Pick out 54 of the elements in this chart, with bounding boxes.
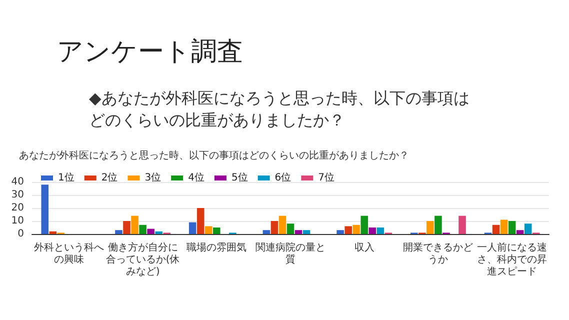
bar	[524, 224, 532, 234]
bar	[368, 228, 376, 234]
bar	[492, 224, 500, 234]
x-tick-label: 収入	[354, 242, 374, 254]
bar	[344, 226, 352, 234]
bar	[294, 230, 302, 234]
bar	[434, 216, 442, 234]
x-tick-label: 関連病院の量と質	[256, 242, 326, 266]
y-tick-label: 30	[11, 190, 24, 200]
bar	[139, 224, 146, 234]
bar	[286, 224, 294, 234]
x-tick-label: 働き方が自分に合っているか(休みなど)	[106, 242, 180, 278]
bar	[123, 221, 130, 234]
bar	[458, 216, 466, 234]
x-tick-label: 外科という科への興味	[34, 242, 104, 266]
y-tick-label: 20	[11, 202, 24, 214]
bar	[270, 221, 278, 234]
x-tick-label: 開業できるかどうか	[403, 242, 474, 266]
bar	[49, 231, 57, 234]
legend-label: 4位	[188, 172, 204, 184]
bar	[302, 230, 310, 234]
text: あなたが外科医になろうと思った時、以下の事項はどのくらいの比重がありましたか？	[19, 150, 409, 162]
bar	[352, 224, 360, 234]
bar	[500, 220, 508, 234]
legend-label: 5位	[231, 172, 248, 184]
bar	[508, 221, 516, 234]
legend-label: 2位	[101, 172, 118, 184]
chart-subtitle: ◆あなたが外科医になろうと思った時、以下の事項はどのくらいの比重がありましたか？	[89, 88, 470, 130]
chart-title: アンケート調査	[57, 37, 243, 67]
bar	[131, 216, 138, 234]
bar	[155, 231, 162, 234]
bar	[41, 184, 49, 234]
legend-label: 7位	[318, 172, 335, 184]
legend-label: 3位	[144, 172, 162, 184]
y-tick-label: 10	[11, 216, 24, 226]
bar	[426, 221, 434, 234]
legend-label: 1位	[58, 172, 74, 184]
bar	[278, 216, 286, 234]
bar	[188, 222, 196, 234]
bar	[376, 228, 384, 234]
bar	[147, 228, 154, 234]
y-tick-label: 0	[18, 228, 24, 240]
x-tick-label: 一人前になる速さ、科内での昇進スピード	[477, 242, 548, 278]
bar	[360, 216, 368, 234]
y-tick-label: 40	[11, 176, 24, 188]
x-tick-label: 職場の雰囲気	[186, 242, 247, 254]
bar	[516, 230, 524, 234]
legend-label: 6位	[274, 172, 292, 184]
bar	[336, 230, 344, 234]
bar	[196, 208, 204, 234]
bar	[115, 230, 122, 234]
bar	[213, 228, 220, 234]
bar	[262, 230, 270, 234]
bar	[204, 226, 212, 234]
